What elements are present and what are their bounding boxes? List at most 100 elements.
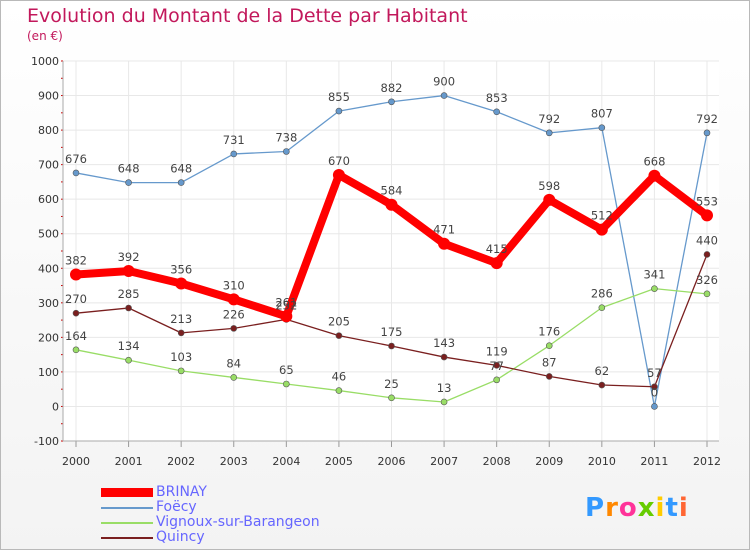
data-label: 392 [118,250,140,264]
data-label: 0 [651,385,658,399]
data-point [388,98,395,106]
data-label: 440 [696,233,718,247]
data-point [440,92,448,99]
data-point [598,381,606,389]
legend-label: Vignoux-sur-Barangeon [156,514,320,530]
data-point [545,373,553,380]
data-point [388,342,395,350]
y-tick-label: 200 [38,331,59,344]
data-point [227,293,240,306]
data-point [648,169,661,182]
data-point [703,129,711,137]
data-label: 87 [542,355,557,369]
logo-letter: o [618,493,638,523]
data-label: 176 [538,325,560,339]
data-point [122,265,135,278]
data-point [701,209,713,222]
data-label: 226 [223,307,245,321]
logo-letter: t [665,493,679,523]
data-point [651,403,658,410]
data-label: 598 [538,179,560,193]
y-tick-label: 1000 [31,55,59,68]
data-point [177,329,185,337]
data-label: 103 [170,350,192,364]
logo-letter: x [637,493,656,523]
data-label: 205 [328,315,350,329]
data-label: 584 [381,184,403,198]
data-label: 175 [381,325,403,339]
data-label: 356 [170,262,192,276]
data-label: 261 [275,295,297,309]
axes: -100 0 100 200 300 400 500 600 700 800 900 1000 2000… [31,55,721,468]
x-tick-label: 2005 [325,455,353,468]
y-tick-label: -100 [34,435,59,448]
y-tick-label: 500 [38,228,59,241]
legend-label: BRINAY [156,484,207,500]
x-tick-label: 2009 [535,455,563,468]
data-point [72,309,80,317]
data-point [595,223,608,236]
data-point [388,394,395,402]
y-tick-label: 900 [38,90,59,103]
data-point [493,362,500,369]
legend-swatch [101,507,153,509]
data-label: 286 [591,287,613,301]
data-point [230,325,238,332]
data-label: 900 [433,75,455,89]
data-point [280,310,293,323]
data-point [70,268,82,281]
data-point [125,356,132,364]
data-point [332,169,345,181]
data-point [545,129,553,137]
legend-label: Quincy [156,529,205,545]
data-label: 77 [489,359,504,373]
data-point [651,383,658,391]
data-label: 252 [275,298,297,312]
data-label: 382 [65,253,87,267]
data-label: 792 [538,112,560,126]
data-point [440,398,448,406]
legend-swatch [101,488,153,497]
x-tick-label: 2002 [167,455,195,468]
x-tick-label: 2011 [640,455,668,468]
data-point [230,374,238,381]
legend-swatch [101,522,153,524]
y-tick-label: 100 [38,366,59,379]
data-label: 285 [118,287,140,301]
data-label: 512 [591,209,613,223]
data-label: 143 [433,336,455,350]
data-label: 792 [696,112,718,126]
data-label: 855 [328,90,350,104]
data-label: 553 [696,194,718,208]
data-point [72,346,80,354]
data-point [230,150,238,158]
data-label: 164 [65,329,87,343]
data-label: 471 [433,223,455,237]
data-point [335,332,343,339]
x-tick-label: 2008 [483,455,511,468]
data-point [543,193,556,206]
data-label: 853 [486,91,508,105]
data-point [385,198,398,211]
y-tick-label: 300 [38,297,59,310]
data-label: 57 [647,366,662,380]
data-point [598,124,606,131]
data-label: 62 [595,364,610,378]
data-point [545,342,553,349]
data-point [651,285,658,292]
data-label: 310 [223,278,245,292]
data-label: 648 [118,162,140,176]
data-label: 731 [223,133,245,147]
data-point [335,107,343,115]
legend-swatch [101,537,153,539]
data-label: 648 [170,162,192,176]
data-point [493,108,500,116]
unit-label: (en €) [27,29,63,43]
data-point [177,367,185,375]
y-tick-label: 0 [52,400,59,413]
data-label: 65 [279,363,294,377]
x-tick-label: 2001 [115,455,143,468]
data-label: 738 [275,131,297,145]
